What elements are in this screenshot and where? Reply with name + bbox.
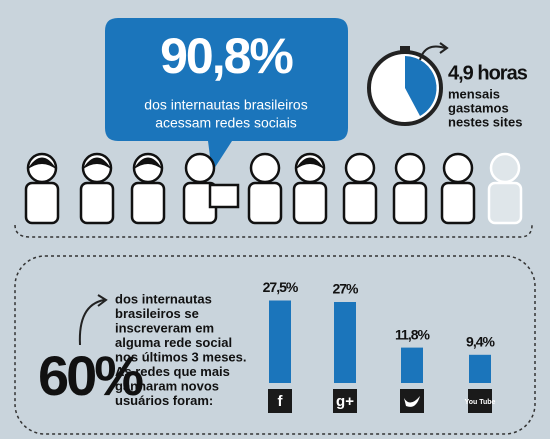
person-body	[342, 181, 378, 225]
category-icon	[333, 389, 357, 413]
signup-line: inscreveram em	[115, 320, 214, 335]
arrow-head	[97, 294, 108, 307]
category-label: f	[278, 393, 284, 410]
headline-value: 90,8%	[160, 28, 293, 84]
bar	[401, 347, 423, 383]
signup-line: usuários foram:	[115, 393, 213, 408]
bar	[334, 302, 356, 383]
speech-bubble	[105, 18, 348, 172]
laptop	[208, 183, 240, 209]
person-head	[249, 152, 281, 184]
value-label: 27%	[332, 281, 359, 297]
headline-text: acessam redes sociais	[155, 115, 297, 131]
category-icon	[400, 389, 424, 413]
people-row	[24, 152, 523, 225]
category-icon	[268, 389, 292, 413]
signup-line: dos internautas	[115, 291, 212, 306]
time-text: nestes sites	[448, 114, 522, 129]
arrow	[419, 45, 446, 61]
person-body	[440, 181, 476, 225]
panel-border	[14, 255, 536, 435]
person-body	[79, 181, 115, 225]
person-body	[247, 181, 283, 225]
person-head	[489, 152, 521, 184]
bar	[269, 300, 291, 383]
person-hair	[27, 157, 57, 170]
person-head	[344, 152, 376, 184]
value-label: 11,8%	[395, 326, 430, 342]
person-body	[24, 181, 60, 225]
person-hair	[133, 157, 163, 170]
person-body	[130, 181, 166, 225]
signup-line: ganharam novos	[115, 378, 219, 393]
category-label: You Tube	[465, 399, 496, 406]
person-head	[394, 152, 426, 184]
signup-line: alguma rede social	[115, 335, 232, 350]
time-text: mensais	[448, 86, 500, 101]
bar-chart: 27,5% f 27% g+ 11,8% 9,4% You Tube	[263, 279, 497, 413]
person-hair	[82, 157, 112, 170]
divider	[14, 224, 533, 238]
value-label: 27,5%	[263, 279, 299, 295]
person-body	[487, 181, 523, 225]
arrow	[78, 299, 105, 346]
signup-line: As redes que mais	[115, 364, 230, 379]
bar	[469, 354, 491, 383]
signup-line: nos últimos 3 meses.	[115, 349, 247, 364]
person-head	[442, 152, 474, 184]
arrow-head	[439, 42, 449, 54]
value-label: 9,4%	[466, 334, 495, 350]
category-bird	[404, 396, 420, 407]
person-head	[184, 152, 216, 184]
category-label: g+	[336, 393, 354, 410]
category-icon	[468, 389, 492, 413]
person-hair	[295, 157, 325, 170]
person-body	[392, 181, 428, 225]
time-value: 4,9 horas	[448, 62, 528, 84]
time-text: gastamos	[448, 100, 509, 115]
signup-line: brasileiros se	[115, 306, 199, 321]
signup-value: 60%	[38, 344, 143, 407]
person-body	[292, 181, 328, 225]
clock-knob	[400, 46, 410, 52]
headline-text: dos internautas brasileiros	[144, 97, 307, 113]
clock-wedge	[405, 56, 437, 116]
